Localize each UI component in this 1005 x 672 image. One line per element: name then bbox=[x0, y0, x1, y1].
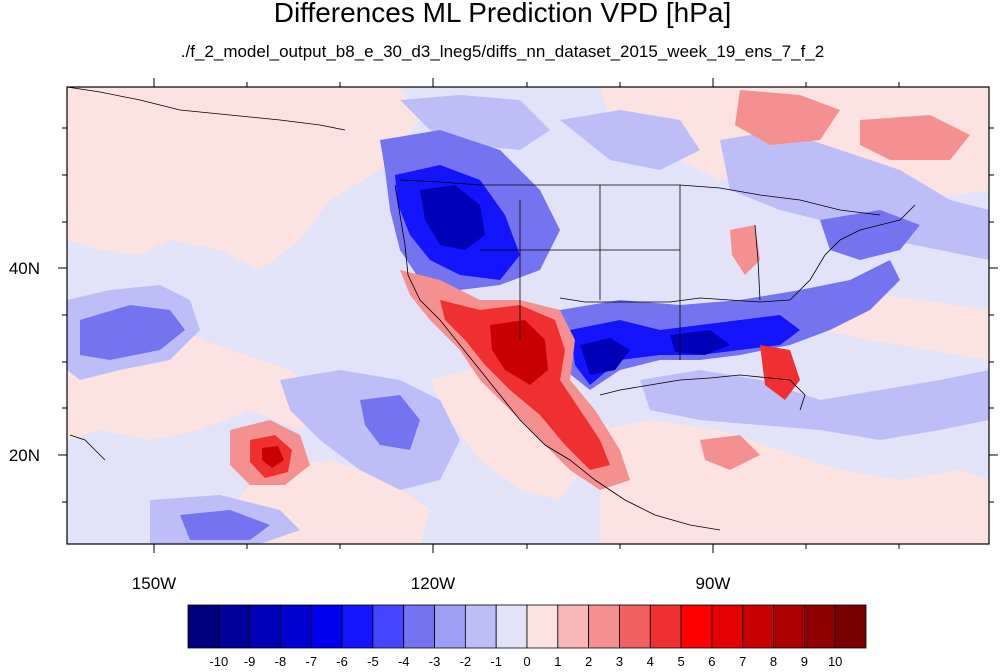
colorbar-swatch bbox=[619, 604, 651, 649]
coastlines-and-borders bbox=[67, 87, 916, 531]
colorbar-level-label: 6 bbox=[708, 654, 715, 669]
colorbar-level-label: -4 bbox=[398, 654, 410, 669]
colorbar-level-label: -5 bbox=[367, 654, 379, 669]
colorbar-level-label: 4 bbox=[647, 654, 654, 669]
colorbar-swatch bbox=[434, 604, 466, 649]
field-darkest-blue-areas bbox=[420, 185, 730, 375]
colorbar-level-label: -1 bbox=[490, 654, 502, 669]
colorbar-swatch bbox=[773, 604, 805, 649]
colorbar-swatch bbox=[218, 604, 251, 649]
colorbar-level-label: -9 bbox=[244, 654, 256, 669]
colorbar-level-label: 5 bbox=[677, 654, 684, 669]
colorbar-swatch bbox=[557, 604, 590, 649]
lon-tick-label-150w: 150W bbox=[132, 574, 176, 593]
longitude-axis bbox=[153, 78, 900, 553]
colorbar-swatch bbox=[588, 604, 620, 649]
colorbar-level-label: -2 bbox=[460, 654, 472, 669]
colorbar-level-label: -7 bbox=[305, 654, 317, 669]
colorbar-level-label: 0 bbox=[523, 654, 530, 669]
colorbar-level-label: 10 bbox=[828, 654, 842, 669]
colorbar-swatch bbox=[742, 604, 774, 649]
colorbar-level-label: 8 bbox=[770, 654, 777, 669]
colorbar-swatch bbox=[310, 604, 343, 649]
colorbar-swatch bbox=[280, 604, 312, 649]
colorbar-swatch bbox=[403, 604, 435, 649]
colorbar-swatch bbox=[341, 604, 374, 649]
colorbar-level-label: -8 bbox=[275, 654, 287, 669]
colorbar-level-label: 9 bbox=[801, 654, 808, 669]
colorbar-swatch bbox=[249, 604, 281, 649]
colorbar-level-label: -10 bbox=[209, 654, 228, 669]
colorbar: -10 -9 -8 -7 -6 -5 -4 -3 -2 -1 0 1 2 3 4 5 6 7 8 9 10 bbox=[187, 604, 867, 669]
lat-tick-label-20n: 20N bbox=[9, 446, 40, 465]
map-subtitle: ./f_2_model_output_b8_e_30_d3_lneg5/diff… bbox=[180, 42, 825, 61]
lon-tick-label-90w: 90W bbox=[696, 574, 731, 593]
colorbar-swatch bbox=[649, 604, 682, 649]
colorbar-swatch bbox=[680, 604, 713, 649]
vpd-difference-field bbox=[67, 87, 989, 544]
colorbar-swatch bbox=[526, 604, 559, 649]
colorbar-level-label: 2 bbox=[585, 654, 592, 669]
field-darkest-red-areas bbox=[262, 320, 548, 468]
lon-tick-label-120w: 120W bbox=[411, 574, 455, 593]
colorbar-swatch bbox=[372, 604, 405, 649]
colorbar-level-label: 1 bbox=[554, 654, 561, 669]
colorbar-swatch bbox=[711, 604, 744, 649]
colorbar-swatch bbox=[464, 604, 497, 649]
colorbar-level-label: -6 bbox=[336, 654, 348, 669]
colorbar-swatch bbox=[803, 604, 836, 649]
colorbar-swatch bbox=[187, 604, 220, 649]
map-title: Differences ML Prediction VPD [hPa] bbox=[273, 0, 732, 28]
colorbar-swatch bbox=[495, 604, 528, 649]
lat-tick-label-40n: 40N bbox=[9, 259, 40, 278]
colorbar-level-label: -3 bbox=[429, 654, 441, 669]
colorbar-level-label: 7 bbox=[739, 654, 746, 669]
colorbar-level-label: 3 bbox=[616, 654, 623, 669]
latitude-axis bbox=[58, 127, 998, 503]
colorbar-swatch bbox=[834, 604, 867, 649]
